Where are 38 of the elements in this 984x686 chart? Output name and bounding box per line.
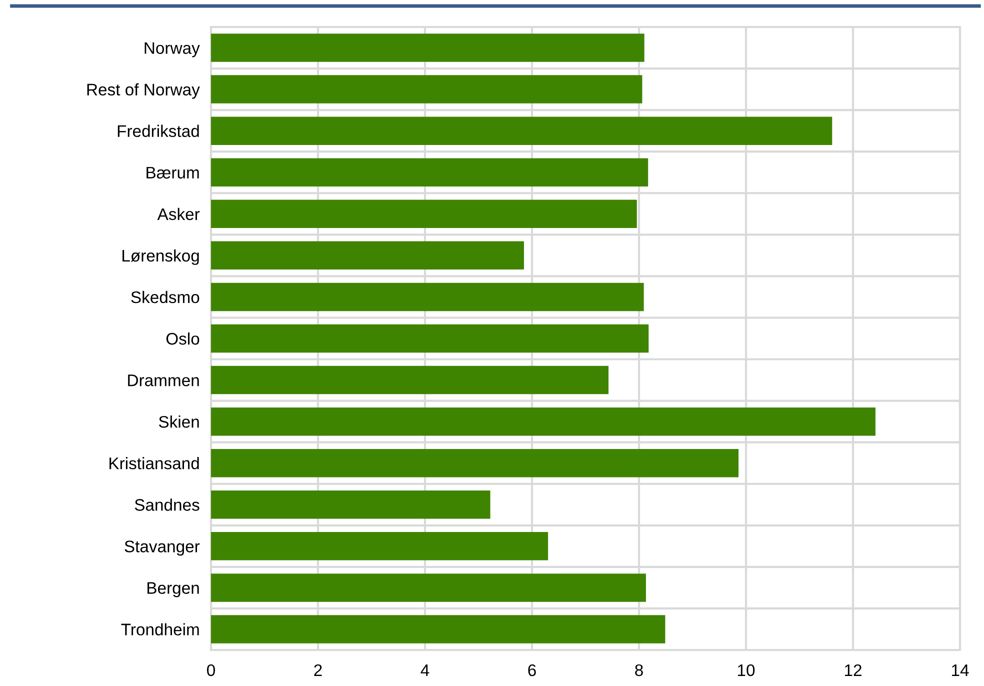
- bar: [211, 200, 637, 228]
- x-tick-label: 2: [314, 664, 322, 676]
- bar: [211, 241, 524, 270]
- bar: [211, 366, 609, 394]
- y-tick-label: Sandnes: [134, 498, 200, 511]
- x-tick-label: 8: [635, 664, 643, 676]
- y-tick-label: Skien: [158, 416, 199, 428]
- y-tick-label: Rest of Norway: [87, 83, 200, 99]
- bar: [211, 407, 876, 436]
- y-tick-label: Norway: [144, 42, 200, 58]
- bar: [211, 490, 490, 519]
- y-tick-label: Skedsmo: [131, 290, 200, 304]
- x-tick-label: 14: [952, 664, 969, 676]
- y-tick-label: Fredrikstad: [118, 124, 199, 138]
- x-tick-label: 10: [738, 664, 755, 676]
- x-tick-label: 0: [207, 664, 215, 676]
- x-tick-label: 4: [420, 664, 430, 676]
- bar: [211, 34, 644, 62]
- bar: [211, 158, 648, 186]
- y-tick-label: Drammen: [128, 374, 199, 386]
- bar: [211, 75, 642, 104]
- bar: [211, 615, 666, 644]
- y-tick-label: Trondheim: [121, 623, 199, 636]
- bar: [211, 532, 548, 560]
- x-tick-label: 12: [845, 664, 862, 676]
- bar: [211, 116, 832, 145]
- y-tick-label: Bergen: [148, 582, 199, 598]
- y-tick-label: Kristiansand: [110, 457, 199, 470]
- y-tick-label: Asker: [157, 208, 200, 220]
- bar: [211, 282, 644, 312]
- x-tick-label: 6: [528, 664, 536, 676]
- bar: [211, 324, 649, 353]
- bar: [211, 448, 739, 478]
- y-tick-label: Stavanger: [124, 540, 200, 556]
- y-tick-label: Lørenskog: [122, 249, 199, 265]
- bar: [211, 574, 646, 602]
- y-tick-label: Bærum: [146, 166, 199, 179]
- y-tick-label: Oslo: [166, 332, 200, 345]
